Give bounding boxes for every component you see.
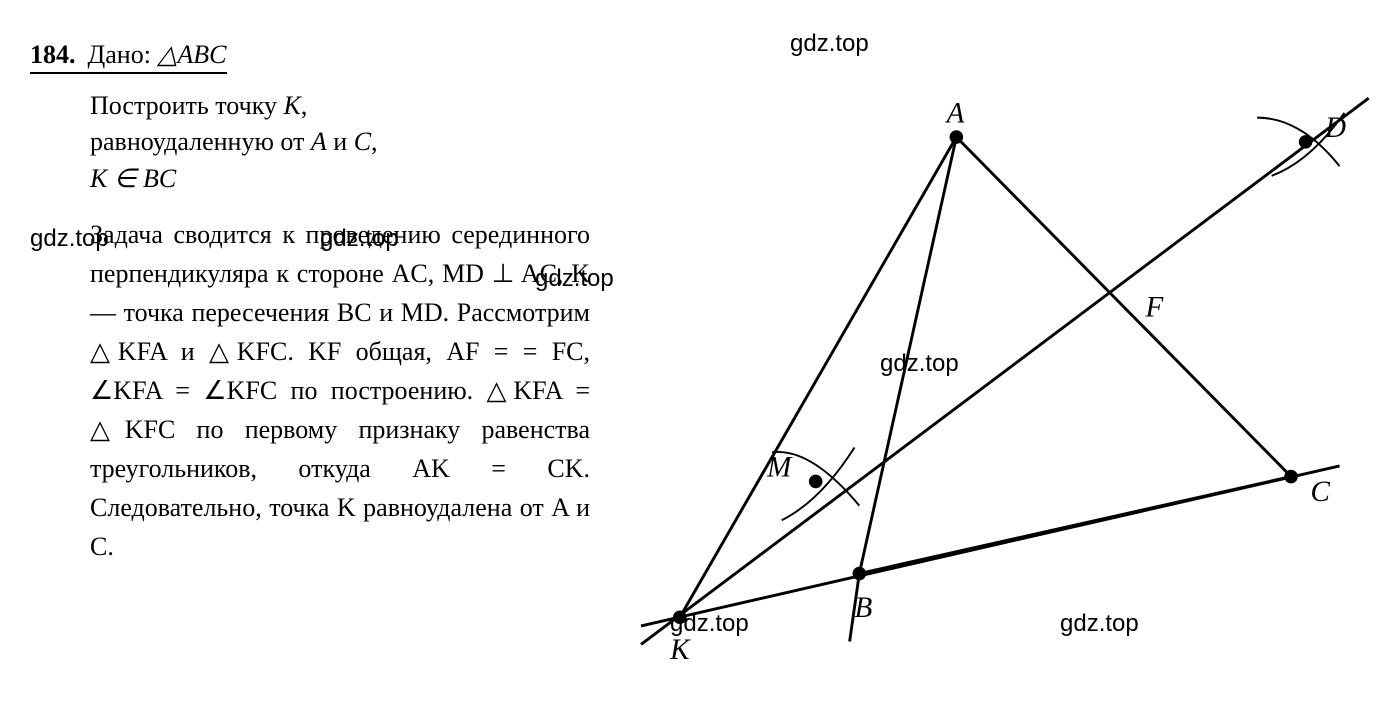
label-M: M xyxy=(766,452,793,484)
construct-text-1: Построить точку xyxy=(90,91,283,120)
label-K: K xyxy=(669,634,691,666)
construct-line3: K ∈ BC xyxy=(90,164,176,193)
construct-K: K xyxy=(283,91,300,120)
given-label: Дано: xyxy=(88,40,151,69)
page-content: 184. Дано: △ABC Построить точку K, равно… xyxy=(30,40,1368,686)
point-A xyxy=(950,130,964,144)
point-M xyxy=(809,475,823,489)
point-C xyxy=(1284,470,1298,484)
line-AC xyxy=(956,137,1291,477)
construct-A: A xyxy=(311,127,327,156)
label-F: F xyxy=(1145,291,1165,323)
problem-number: 184. xyxy=(30,40,76,69)
construct-text-2: равноудаленную от xyxy=(90,127,311,156)
point-B xyxy=(853,567,867,581)
label-D: D xyxy=(1324,112,1346,144)
given-row: 184. Дано: △ABC xyxy=(30,40,590,82)
construct-comma: , xyxy=(301,91,308,120)
point-K xyxy=(673,610,687,624)
line-AB xyxy=(859,137,956,574)
construct-C: C xyxy=(354,127,371,156)
point-D xyxy=(1299,135,1313,149)
label-C: C xyxy=(1310,476,1330,508)
label-A: A xyxy=(945,97,965,129)
construct-comma2: , xyxy=(371,127,378,156)
text-column: 184. Дано: △ABC Построить точку K, равно… xyxy=(30,40,610,686)
label-B: B xyxy=(854,592,872,624)
given-math: △ABC xyxy=(157,40,226,69)
solution-text: Задача сводится к проведению серединного… xyxy=(90,215,590,566)
construct-and: и xyxy=(327,127,354,156)
line-KC xyxy=(641,466,1340,626)
geometry-diagram: A B C D K M F xyxy=(610,40,1390,690)
construct-block: Построить точку K, равноудаленную от A и… xyxy=(90,88,590,197)
line-AK xyxy=(680,137,956,617)
line-MD xyxy=(641,98,1369,644)
diagram-column: A B C D K M F xyxy=(610,40,1368,686)
